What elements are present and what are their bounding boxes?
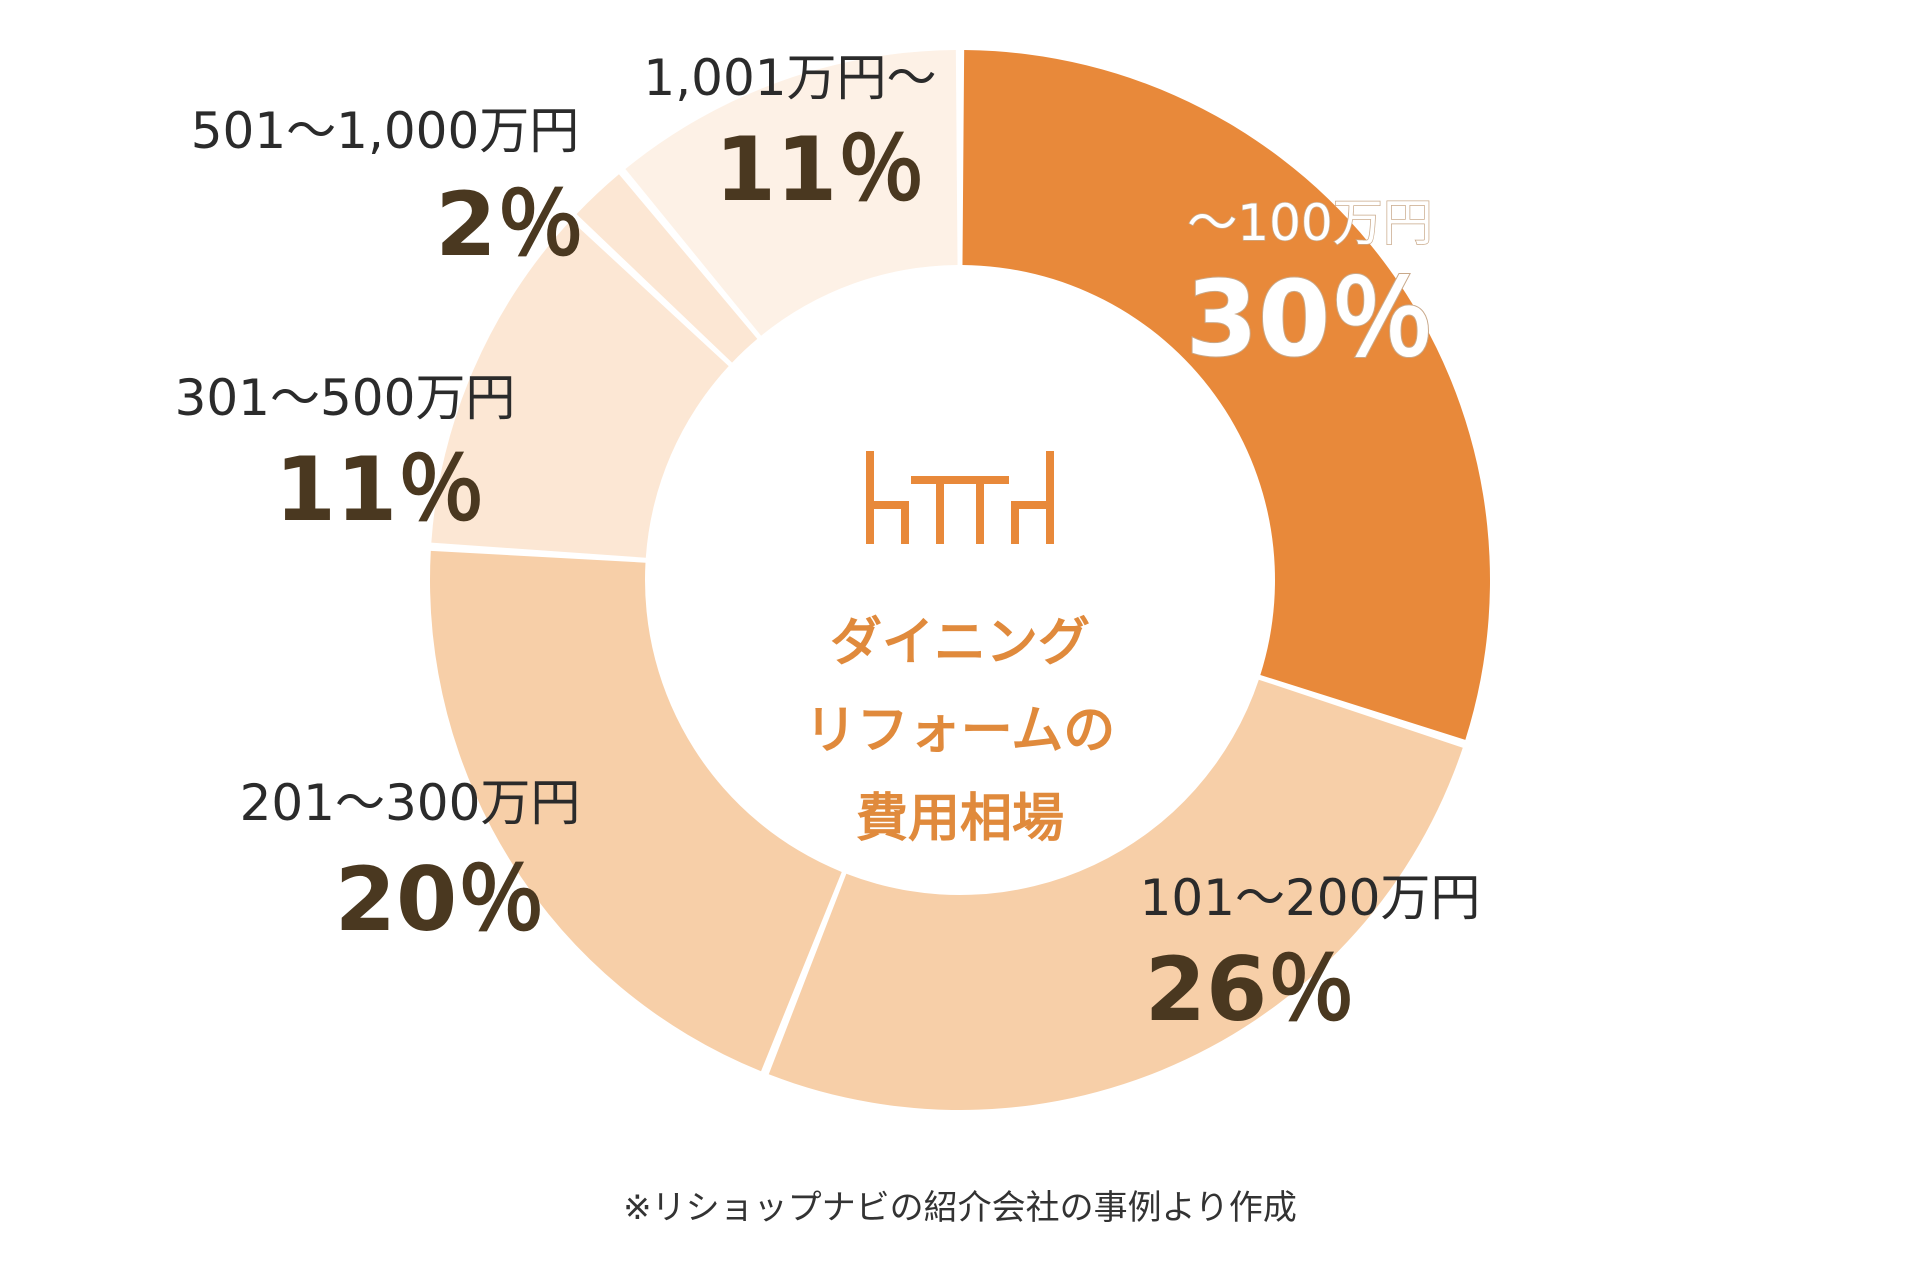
slice-value: 26％ bbox=[1145, 938, 1355, 1041]
slice-label: 501〜1,000万円 bbox=[191, 102, 580, 160]
slice-label: 201〜300万円 bbox=[240, 774, 581, 832]
donut-slice bbox=[429, 550, 842, 1072]
center-title-line: リフォームの bbox=[805, 701, 1115, 761]
donut-center bbox=[647, 267, 1273, 893]
slice-value: 20％ bbox=[335, 848, 545, 951]
donut-slice bbox=[431, 220, 729, 558]
dining-table-chairs-icon bbox=[866, 451, 1054, 544]
slice-value: 30％ bbox=[1186, 258, 1435, 380]
footnote: ※リショップナビの紹介会社の事例より作成 bbox=[623, 1188, 1297, 1228]
center-title-line: 費用相場 bbox=[856, 789, 1064, 849]
slice-value: 11％ bbox=[715, 118, 925, 221]
slice-label: 〜100万円 bbox=[1187, 194, 1432, 252]
slice-value: 2％ bbox=[435, 173, 584, 276]
donut-slice bbox=[625, 50, 958, 336]
slice-label: 301〜500万円 bbox=[175, 369, 516, 427]
slice-label: 1,001万円〜 bbox=[643, 49, 936, 107]
icon-stroke bbox=[1011, 501, 1054, 544]
slice-value: 11％ bbox=[275, 438, 485, 541]
center-title-line: ダイニング bbox=[830, 613, 1090, 673]
chart-labels: 〜100万円 30％ 101〜200万円 26％ 201〜300万円 20％ 301〜500… bbox=[175, 49, 1481, 1041]
donut-slice bbox=[576, 174, 758, 363]
donut-slice bbox=[962, 50, 1491, 740]
chart-slices bbox=[429, 50, 1491, 1110]
slice-label: 101〜200万円 bbox=[1140, 869, 1481, 927]
donut-slice bbox=[768, 679, 1463, 1110]
icon-stroke bbox=[866, 501, 909, 544]
